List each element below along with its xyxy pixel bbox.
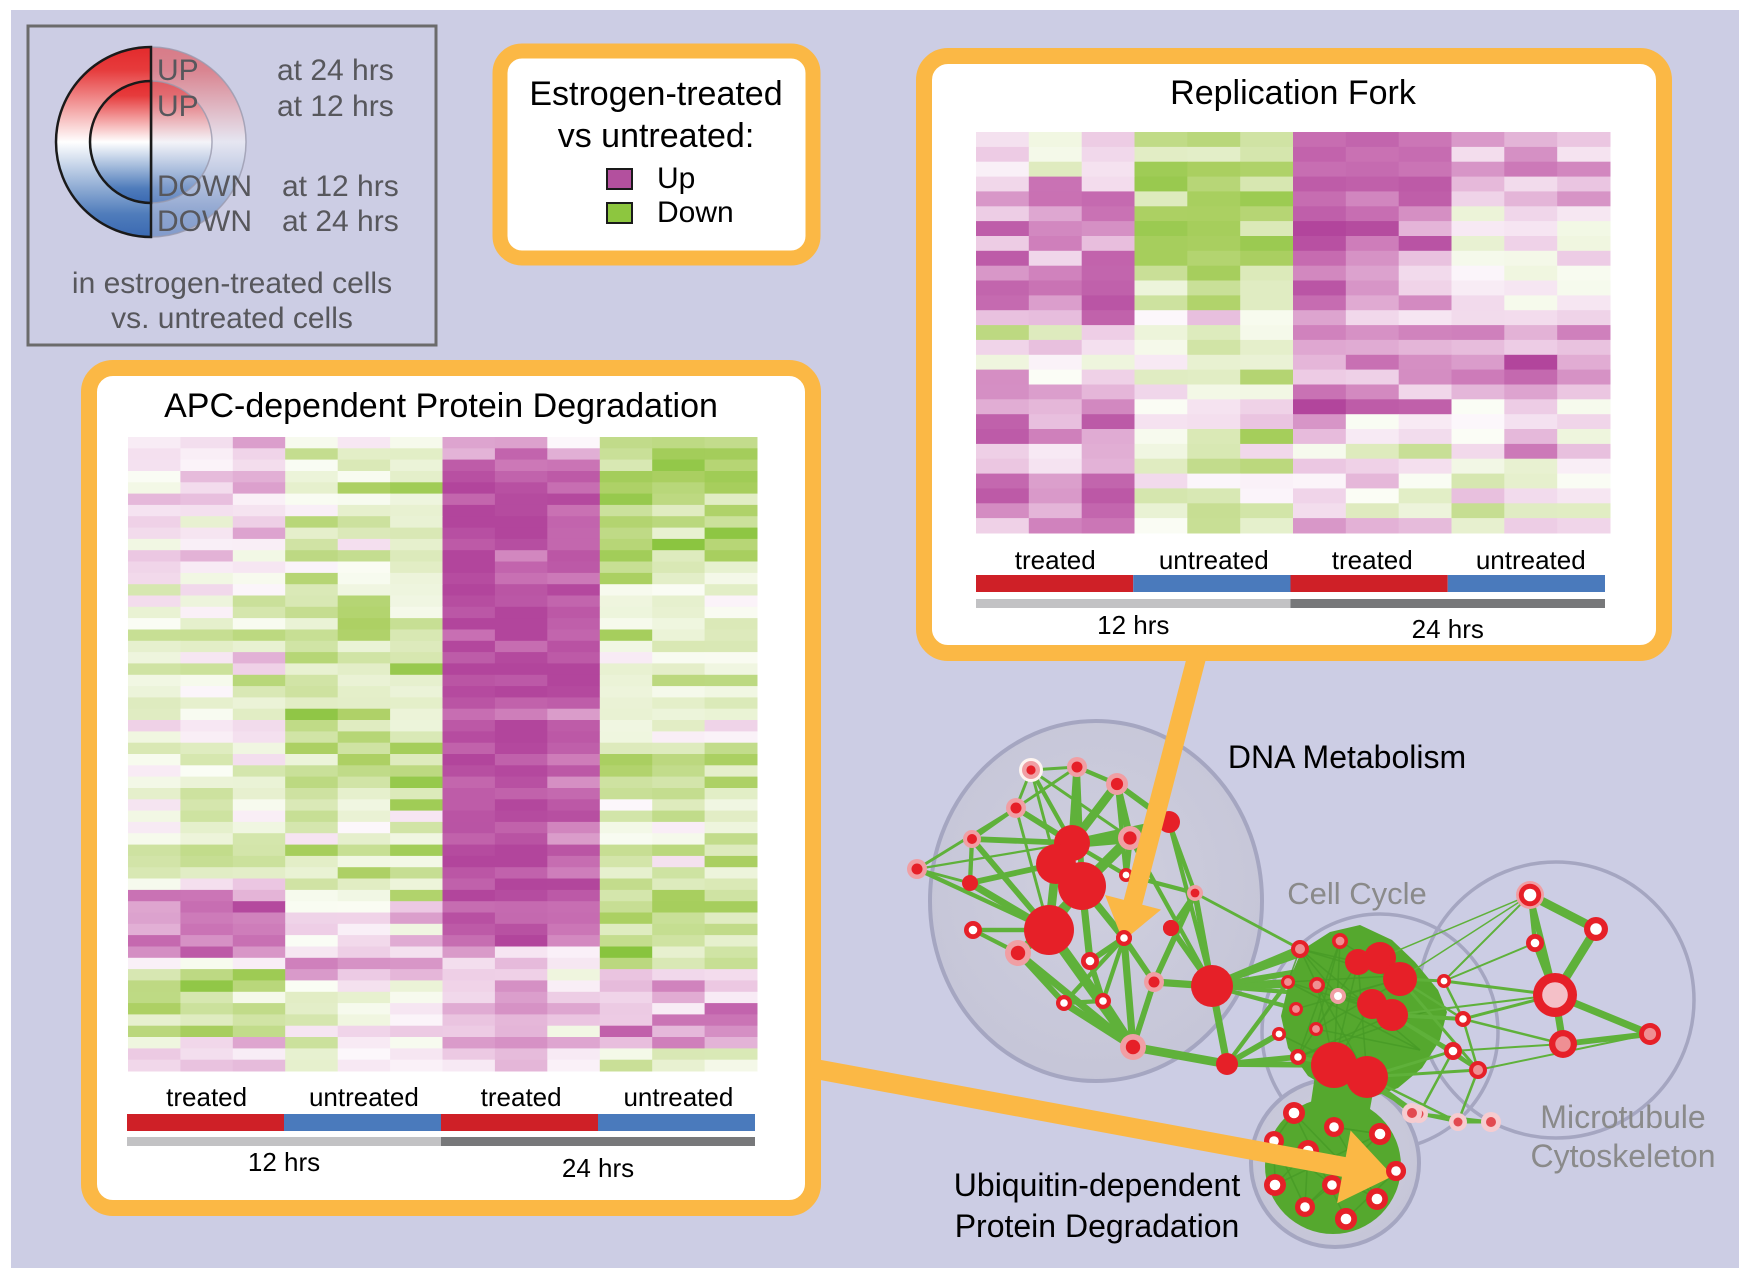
svg-text:UP: UP bbox=[157, 90, 199, 123]
svg-text:vs. untreated cells: vs. untreated cells bbox=[111, 302, 353, 335]
svg-text:Microtubule: Microtubule bbox=[1540, 1099, 1705, 1135]
svg-text:APC-dependent Protein Degradat: APC-dependent Protein Degradation bbox=[164, 387, 718, 425]
svg-text:Protein Degradation: Protein Degradation bbox=[955, 1208, 1240, 1244]
svg-text:untreated: untreated bbox=[623, 1082, 733, 1112]
svg-text:treated: treated bbox=[481, 1082, 562, 1112]
svg-text:at 24 hrs: at 24 hrs bbox=[277, 54, 394, 87]
svg-text:treated: treated bbox=[1015, 545, 1096, 575]
svg-text:in estrogen-treated cells: in estrogen-treated cells bbox=[72, 267, 392, 300]
svg-text:untreated: untreated bbox=[1476, 545, 1586, 575]
svg-text:12 hrs: 12 hrs bbox=[248, 1147, 320, 1177]
svg-text:at 12 hrs: at 12 hrs bbox=[277, 90, 394, 123]
svg-text:Cell Cycle: Cell Cycle bbox=[1287, 876, 1427, 911]
svg-text:treated: treated bbox=[166, 1082, 247, 1112]
svg-text:24 hrs: 24 hrs bbox=[562, 1153, 634, 1183]
svg-text:Estrogen-treated: Estrogen-treated bbox=[529, 75, 782, 113]
svg-text:12 hrs: 12 hrs bbox=[1097, 610, 1169, 640]
svg-text:untreated: untreated bbox=[1159, 545, 1269, 575]
svg-text:Up: Up bbox=[657, 162, 695, 195]
svg-text:at 24 hrs: at 24 hrs bbox=[282, 205, 399, 238]
svg-text:24 hrs: 24 hrs bbox=[1412, 614, 1484, 644]
svg-text:vs untreated:: vs untreated: bbox=[558, 117, 755, 155]
svg-text:untreated: untreated bbox=[309, 1082, 419, 1112]
svg-text:DOWN: DOWN bbox=[157, 170, 252, 203]
svg-text:Down: Down bbox=[657, 196, 734, 229]
svg-text:Cytoskeleton: Cytoskeleton bbox=[1531, 1138, 1716, 1174]
svg-text:UP: UP bbox=[157, 54, 199, 87]
svg-text:treated: treated bbox=[1332, 545, 1413, 575]
svg-text:at 12 hrs: at 12 hrs bbox=[282, 170, 399, 203]
svg-text:Replication Fork: Replication Fork bbox=[1170, 74, 1417, 112]
svg-text:DNA Metabolism: DNA Metabolism bbox=[1228, 739, 1466, 775]
svg-text:DOWN: DOWN bbox=[157, 205, 252, 238]
svg-text:Ubiquitin-dependent: Ubiquitin-dependent bbox=[954, 1167, 1241, 1203]
